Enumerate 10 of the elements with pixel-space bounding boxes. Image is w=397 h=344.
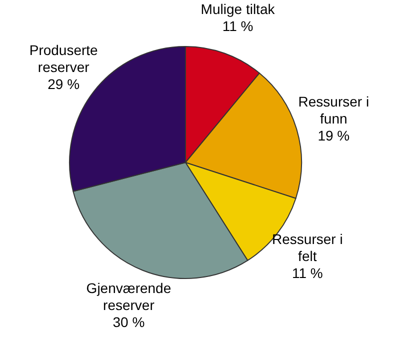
data-label: 30 %: [112, 314, 145, 330]
slice-label: Ressurser i felt: [272, 230, 343, 264]
slice-label: Gjenværende reserver: [86, 280, 172, 313]
slice-label: Produserte reserver: [29, 42, 98, 75]
data-label: 11 %: [292, 264, 323, 281]
slice-label: Mulige tiltak: [200, 0, 276, 17]
data-label: 11 %: [222, 18, 254, 34]
data-label: 29 %: [48, 76, 80, 92]
slice-label: Ressurser i funn: [298, 93, 370, 126]
data-label: 19 %: [318, 127, 350, 144]
